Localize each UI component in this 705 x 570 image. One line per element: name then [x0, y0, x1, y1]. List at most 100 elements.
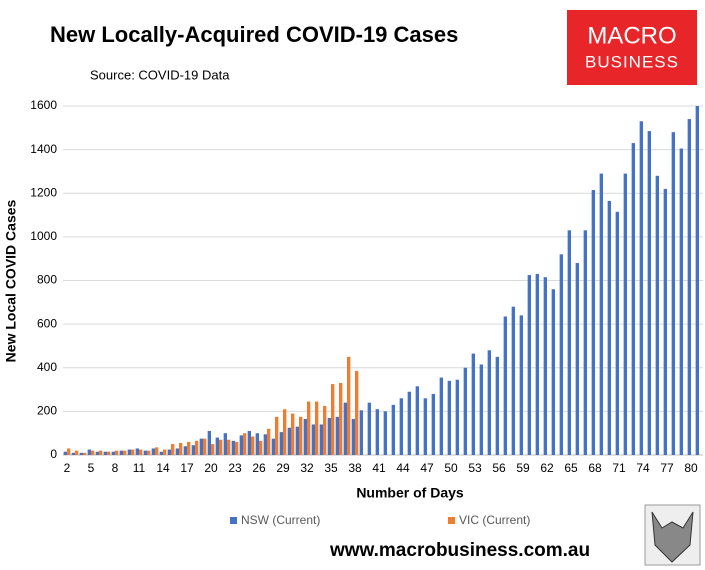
- x-tick-label: 14: [156, 461, 170, 475]
- x-tick-label: 41: [372, 461, 386, 475]
- x-tick-label: 26: [252, 461, 266, 475]
- bar: [107, 451, 111, 455]
- y-tick-label: 1000: [30, 229, 57, 243]
- bar: [527, 275, 531, 455]
- bar: [415, 386, 419, 455]
- bar: [111, 451, 115, 455]
- bar: [263, 434, 267, 455]
- bar: [671, 132, 675, 456]
- bar: [567, 230, 571, 455]
- bar: [147, 450, 151, 455]
- bar: [219, 439, 223, 455]
- bar: [695, 106, 699, 455]
- x-tick-label: 5: [88, 461, 95, 475]
- x-tick-label: 8: [112, 461, 119, 475]
- bar: [283, 409, 287, 455]
- bar: [495, 356, 499, 455]
- bar: [583, 230, 587, 455]
- bar: [423, 398, 427, 455]
- bar: [343, 402, 347, 455]
- bar: [143, 450, 147, 455]
- bar: [591, 189, 595, 455]
- bar: [655, 175, 659, 456]
- x-tick-label: 68: [588, 461, 602, 475]
- bar: [431, 393, 435, 455]
- bar: [331, 384, 335, 455]
- bar: [271, 438, 275, 455]
- bar: [471, 353, 475, 455]
- bar: [303, 419, 307, 455]
- bar: [235, 441, 239, 455]
- legend-swatch: [448, 517, 455, 524]
- bar: [339, 383, 343, 455]
- logo-text: BUSINESS: [585, 52, 679, 71]
- bar: [503, 316, 507, 455]
- x-axis-label: Number of Days: [356, 485, 464, 501]
- bar: [299, 416, 303, 455]
- chart-subtitle: Source: COVID-19 Data: [90, 67, 230, 82]
- bar: [367, 402, 371, 455]
- bar: [179, 443, 183, 455]
- bar: [151, 448, 155, 455]
- x-tick-label: 11: [133, 461, 146, 475]
- bar: [311, 424, 315, 455]
- wolf-icon: [651, 511, 694, 563]
- bar: [347, 356, 351, 455]
- y-tick-label: 800: [37, 273, 57, 287]
- bar: [295, 426, 299, 455]
- bar: [319, 424, 323, 455]
- x-tick-label: 53: [468, 461, 482, 475]
- bar: [99, 450, 103, 455]
- x-tick-label: 80: [684, 461, 698, 475]
- x-tick-label: 65: [564, 461, 578, 475]
- bar: [407, 391, 411, 455]
- x-tick-label: 50: [444, 461, 458, 475]
- bar: [287, 427, 291, 455]
- x-tick-label: 17: [180, 461, 194, 475]
- x-tick-label: 35: [324, 461, 338, 475]
- footer: www.macrobusiness.com.au: [329, 540, 590, 561]
- bar: [335, 416, 339, 455]
- x-tick-label: 2: [64, 461, 71, 475]
- x-tick-label: 38: [348, 461, 362, 475]
- bar: [679, 148, 683, 456]
- x-tick-label: 20: [204, 461, 218, 475]
- x-tick-label: 44: [396, 461, 410, 475]
- y-tick-label: 1400: [30, 142, 57, 156]
- bar: [95, 451, 99, 455]
- bar: [75, 450, 79, 455]
- legend-label: NSW (Current): [241, 513, 320, 527]
- bar: [559, 254, 563, 455]
- y-tick-label: 200: [37, 404, 57, 418]
- bar: [487, 350, 491, 455]
- bar: [135, 448, 139, 455]
- bar: [139, 449, 143, 455]
- bar: [399, 398, 403, 455]
- bar: [259, 440, 263, 455]
- x-tick-label: 47: [420, 461, 434, 475]
- bar: [187, 441, 191, 455]
- bar: [307, 401, 311, 455]
- bar: [639, 121, 643, 456]
- bar: [203, 438, 207, 455]
- bar: [195, 440, 199, 455]
- bar: [83, 452, 87, 455]
- x-tick-label: 56: [492, 461, 506, 475]
- bar: [175, 448, 179, 455]
- bar: [63, 451, 67, 455]
- bar: [167, 449, 171, 455]
- bar: [267, 428, 271, 455]
- bar: [227, 439, 231, 455]
- y-tick-label: 1200: [30, 185, 57, 199]
- bar: [351, 419, 355, 455]
- bar: [291, 413, 295, 455]
- bar: [255, 433, 259, 455]
- bar: [575, 263, 579, 455]
- x-tick-label: 59: [516, 461, 530, 475]
- y-tick-label: 400: [37, 360, 57, 374]
- bar: [631, 143, 635, 456]
- bar: [551, 289, 555, 455]
- bar: [211, 444, 215, 455]
- bar: [275, 416, 279, 455]
- bar: [519, 315, 523, 455]
